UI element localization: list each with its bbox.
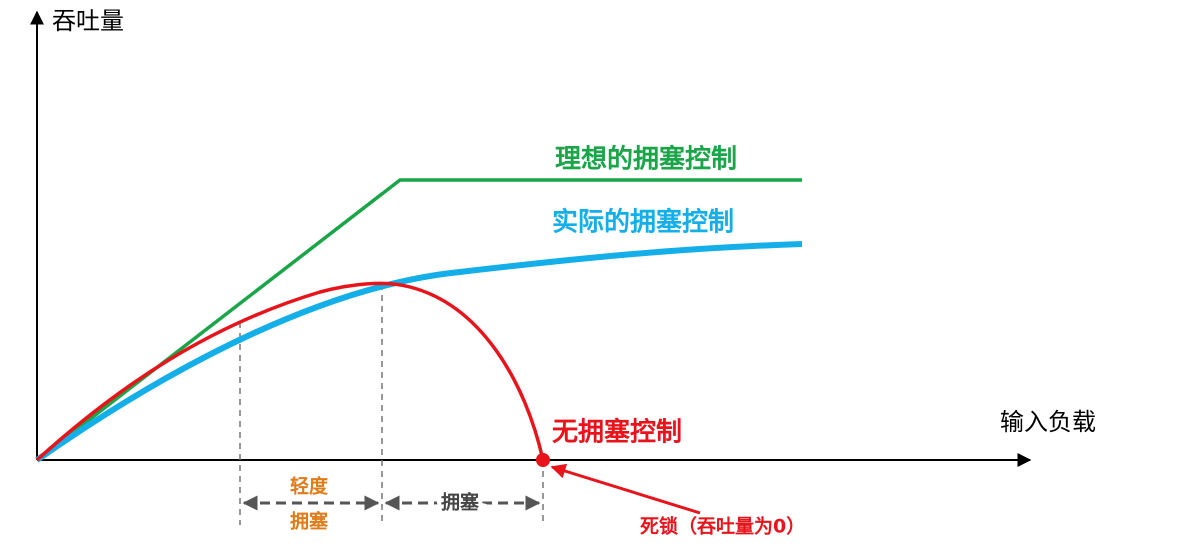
y-axis-label: 吞吐量 bbox=[52, 7, 124, 35]
deadlock-point bbox=[536, 453, 550, 467]
region-label: 轻度 bbox=[290, 475, 329, 498]
region-label: 拥塞 bbox=[290, 510, 329, 533]
x-axis-label: 输入负载 bbox=[1000, 408, 1096, 436]
curve-label: 实际的拥塞控制 bbox=[552, 207, 734, 238]
guides bbox=[239, 284, 544, 525]
callout-arrow bbox=[550, 463, 701, 515]
callout-label: 死锁（吞吐量为0） bbox=[640, 515, 805, 538]
curve-label: 无拥塞控制 bbox=[552, 417, 682, 448]
region-label: 拥塞 bbox=[441, 491, 480, 514]
actual-curve bbox=[35, 241, 803, 463]
curve-label: 理想的拥塞控制 bbox=[555, 144, 737, 175]
no-control-curve bbox=[35, 281, 545, 462]
